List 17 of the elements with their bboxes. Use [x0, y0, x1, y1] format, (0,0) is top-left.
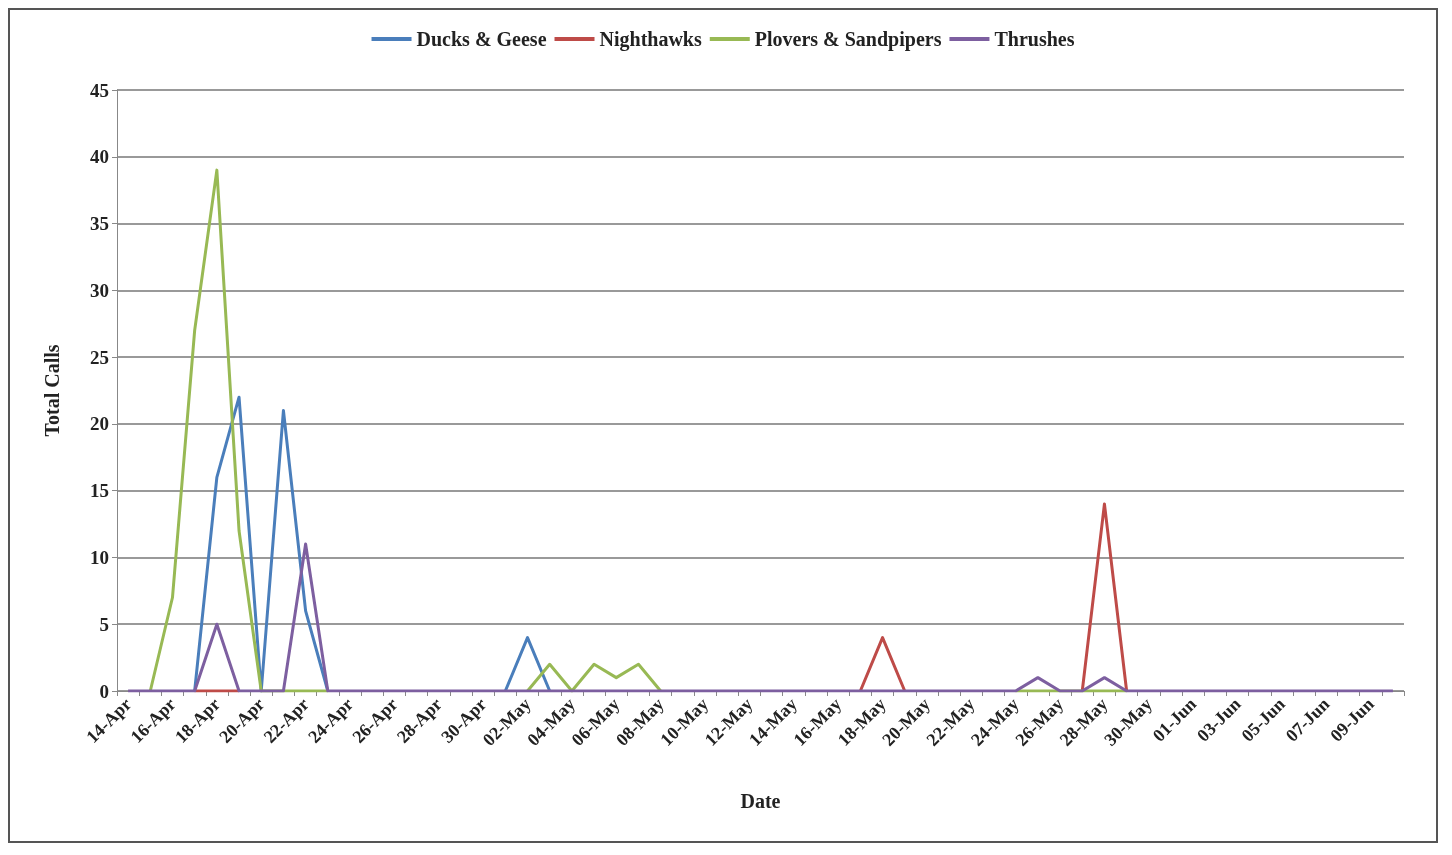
y-tick-label: 35 — [90, 213, 109, 235]
y-tick-label: 25 — [90, 346, 109, 368]
y-tick-label: 10 — [90, 546, 109, 568]
legend-label: Thrushes — [994, 28, 1075, 50]
y-axis-title: Total Calls — [41, 344, 63, 437]
legend-label: Plovers & Sandpipers — [754, 28, 942, 51]
line-series — [126, 542, 1395, 693]
y-tick-label: 20 — [90, 413, 109, 435]
legend-label: Ducks & Geese — [416, 28, 547, 50]
y-tick-label: 45 — [90, 79, 109, 101]
y-tick-label: 15 — [90, 480, 109, 502]
y-tick-label: 40 — [90, 146, 109, 168]
x-axis-title: Date — [740, 790, 781, 812]
y-tick-label: 30 — [90, 279, 109, 301]
legend-label: Nighthawks — [599, 28, 702, 51]
y-tick-label: 0 — [99, 680, 109, 702]
y-tick-label: 5 — [99, 613, 109, 635]
